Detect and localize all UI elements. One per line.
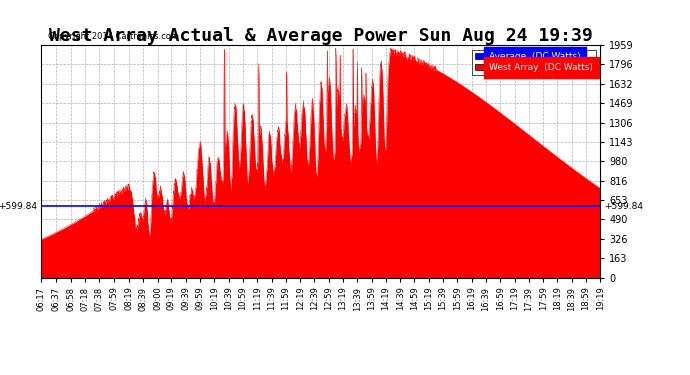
Legend: Average  (DC Watts), West Array  (DC Watts): Average (DC Watts), West Array (DC Watts… [472, 50, 595, 75]
Title: West Array Actual & Average Power Sun Aug 24 19:39: West Array Actual & Average Power Sun Au… [49, 27, 593, 45]
Text: +599.84: +599.84 [0, 202, 37, 211]
Text: Copyright 2014 Cartronics.com: Copyright 2014 Cartronics.com [48, 32, 179, 41]
Text: +599.84: +599.84 [604, 202, 644, 211]
